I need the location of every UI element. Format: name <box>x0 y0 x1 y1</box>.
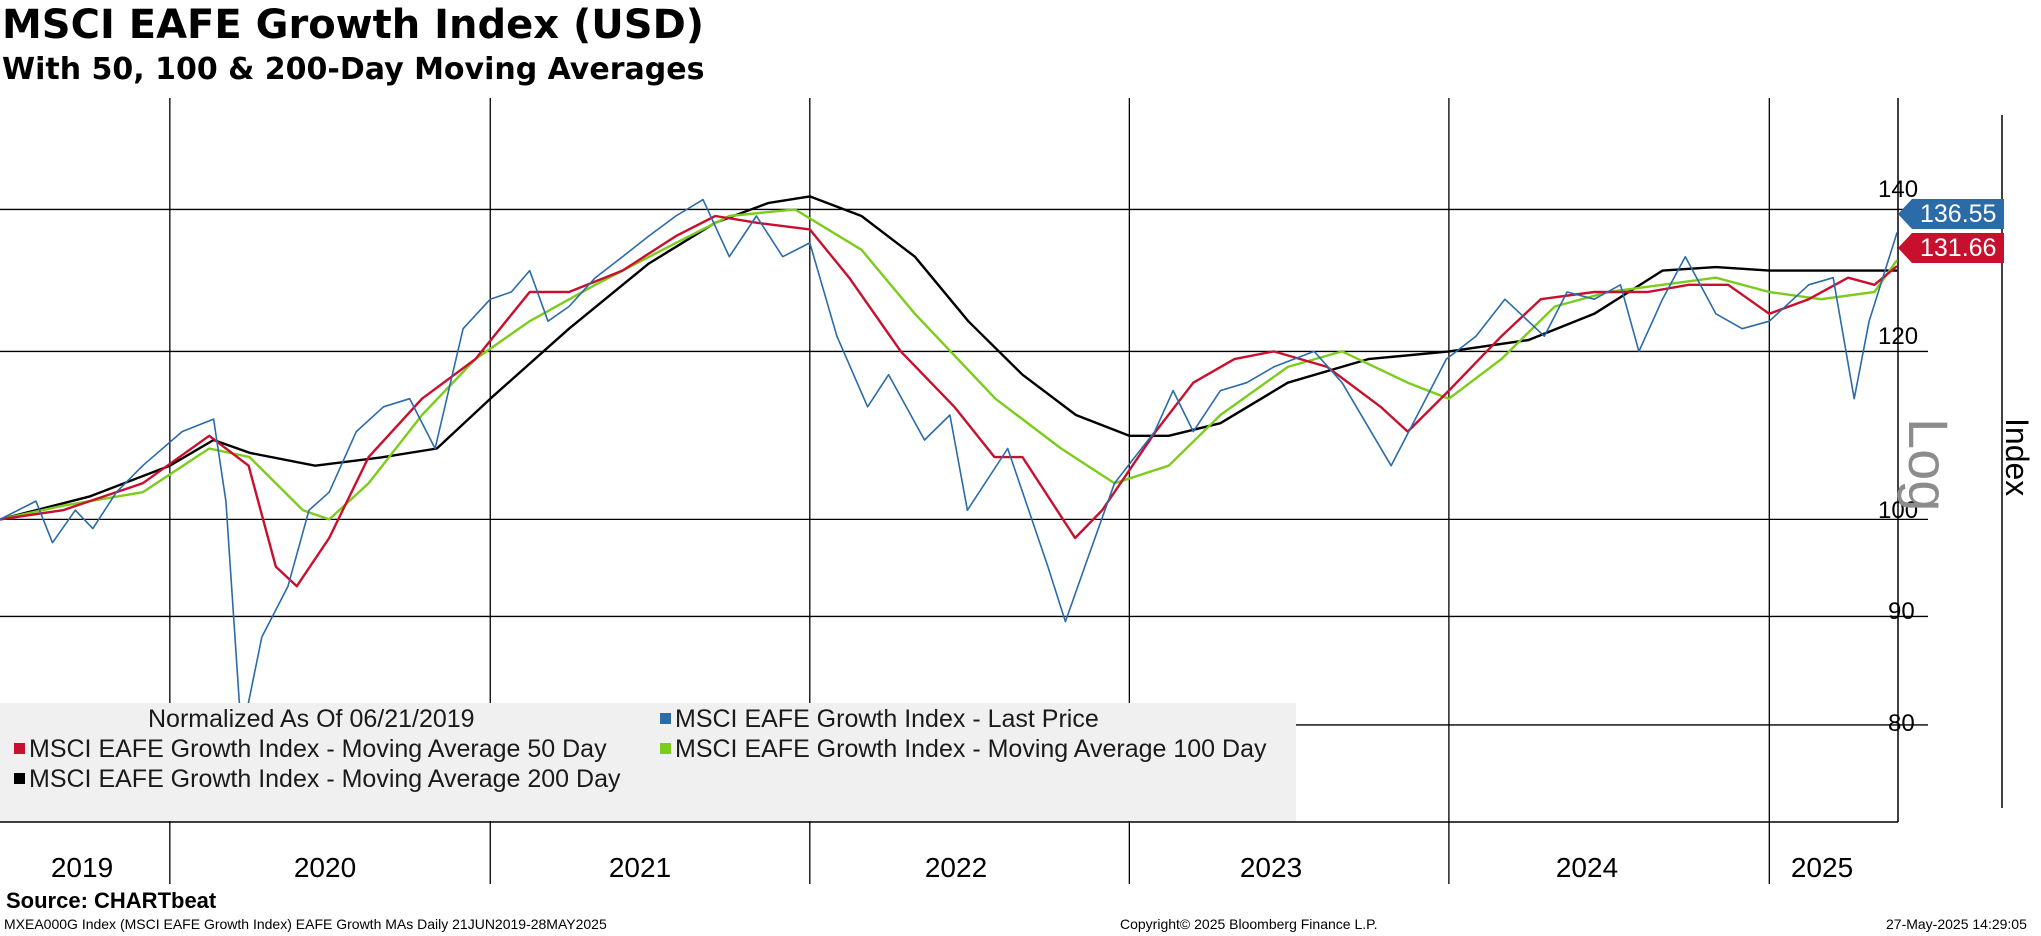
legend-swatch-ma200 <box>14 772 25 784</box>
legend-label-ma50: MSCI EAFE Growth Index - Moving Average … <box>29 735 607 763</box>
ma50-last-tag: 131.66 <box>1912 233 2005 263</box>
y-tick-80: 80 <box>1888 710 1915 737</box>
legend-item-ma200: MSCI EAFE Growth Index - Moving Average … <box>14 764 620 794</box>
x-tick-2025: 2025 <box>1790 852 1854 883</box>
legend-swatch-ma50 <box>14 742 25 754</box>
x-tick-2020: 2020 <box>293 852 357 883</box>
legend-swatch-price <box>660 712 671 724</box>
footer-copyright: Copyright© 2025 Bloomberg Finance L.P. <box>1120 916 1378 932</box>
source-label: Source: CHARTbeat <box>6 888 217 913</box>
y-tick-140: 140 <box>1878 176 1919 203</box>
legend-swatch-ma100 <box>660 742 671 754</box>
y-tick-90: 90 <box>1888 598 1915 625</box>
last-price-tag: 136.55 <box>1912 199 2005 229</box>
legend: Normalized As Of 06/21/2019 MSCI EAFE Gr… <box>0 703 1296 821</box>
footer-description: MXEA000G Index (MSCI EAFE Growth Index) … <box>4 916 607 932</box>
x-tick-2019: 2019 <box>50 852 114 883</box>
legend-item-ma50: MSCI EAFE Growth Index - Moving Average … <box>14 734 607 764</box>
y-axis-label: Index <box>1999 418 2035 497</box>
legend-item-ma100: MSCI EAFE Growth Index - Moving Average … <box>660 734 1266 764</box>
x-tick-2022: 2022 <box>924 852 988 883</box>
x-tick-2024: 2024 <box>1555 852 1619 883</box>
x-tick-2021: 2021 <box>608 852 672 883</box>
series-ma100-line <box>0 208 1899 521</box>
legend-label-ma200: MSCI EAFE Growth Index - Moving Average … <box>29 765 621 793</box>
series-price-line <box>0 198 1898 738</box>
y-tick-120: 120 <box>1878 323 1919 350</box>
legend-label-ma100: MSCI EAFE Growth Index - Moving Average … <box>675 735 1267 763</box>
last-price-pointer <box>1898 199 1912 229</box>
legend-label-price: MSCI EAFE Growth Index - Last Price <box>675 705 1099 733</box>
chart-subtitle: With 50, 100 & 200-Day Moving Averages <box>2 52 705 87</box>
axis-scale-label: Log <box>1897 418 1960 512</box>
y-tick-100: 100 <box>1878 497 1919 524</box>
legend-note: Normalized As Of 06/21/2019 <box>148 705 475 733</box>
legend-item-price: MSCI EAFE Growth Index - Last Price <box>660 704 1099 734</box>
series-ma200-line <box>0 195 1898 521</box>
ma50-last-pointer <box>1898 233 1912 263</box>
series-ma50-line <box>0 214 1898 588</box>
chart-title: MSCI EAFE Growth Index (USD) <box>2 2 705 48</box>
footer-timestamp: 27-May-2025 14:29:05 <box>1886 916 2027 932</box>
x-tick-2023: 2023 <box>1239 852 1303 883</box>
